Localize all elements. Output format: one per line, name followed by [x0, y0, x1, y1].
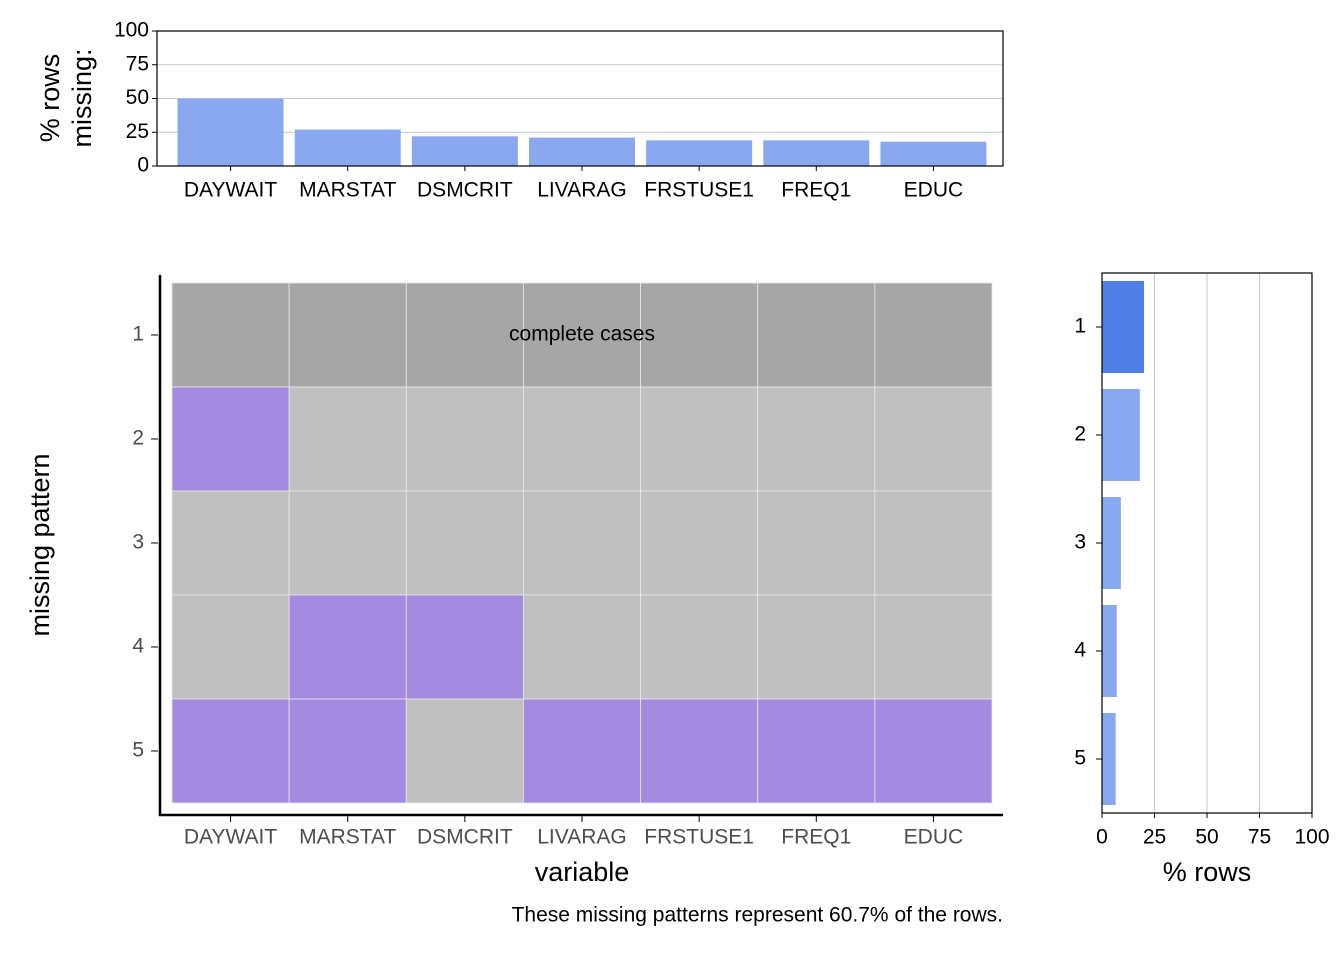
- heatmap-cell: [171, 594, 290, 700]
- heatmap-cell: [757, 594, 876, 700]
- heatmap-cell: [288, 698, 407, 804]
- heatmap-cell: [171, 282, 290, 388]
- heatmap-cell: [171, 698, 290, 804]
- x-axis-label: variable: [535, 857, 630, 887]
- bar: [763, 140, 870, 166]
- x-tick-label: 75: [1248, 826, 1271, 849]
- heatmap-cell: [405, 698, 524, 804]
- bar: [529, 137, 635, 166]
- heatmap-cell: [757, 698, 876, 804]
- bar: [646, 140, 753, 166]
- bar: [1102, 281, 1144, 373]
- heatmap-cell: [523, 698, 641, 804]
- bar: [1102, 389, 1140, 481]
- y-tick-label: 3: [132, 531, 144, 554]
- heatmap-cell: [523, 594, 641, 700]
- bar: [1102, 605, 1117, 697]
- x-tick-label: 100: [1294, 826, 1329, 849]
- x-tick-label: DSMCRIT: [417, 826, 513, 849]
- heatmap-cell: [640, 386, 759, 492]
- x-tick-label: DAYWAIT: [184, 179, 278, 202]
- x-axis-label: % rows: [1163, 857, 1252, 887]
- heatmap-cell: [288, 282, 407, 388]
- x-tick-label: MARSTAT: [299, 179, 396, 202]
- bar: [411, 136, 518, 166]
- heatmap-cell: [288, 386, 407, 492]
- heatmap-cell: [874, 698, 993, 804]
- heatmap-cell: [640, 698, 759, 804]
- heatmap-cell: [640, 490, 759, 596]
- x-tick-label: 25: [1143, 826, 1166, 849]
- x-tick-label: DSMCRIT: [417, 179, 513, 202]
- heatmap-cell: [640, 594, 759, 700]
- y-tick-label: 25: [126, 120, 149, 143]
- heatmap-cell: [874, 594, 993, 700]
- bar: [177, 98, 284, 166]
- y-tick-label: 1: [1074, 315, 1086, 338]
- x-tick-label: FRSTUSE1: [644, 826, 754, 849]
- heatmap-cell: [405, 594, 524, 700]
- heatmap-cell: [288, 490, 407, 596]
- heatmap-cell: [405, 490, 524, 596]
- heatmap-cell: [874, 386, 993, 492]
- annotation: complete cases: [509, 323, 655, 346]
- x-tick-label: 50: [1195, 826, 1218, 849]
- x-tick-label: LIVARAG: [537, 826, 626, 849]
- heatmap-cell: [874, 490, 993, 596]
- bar: [294, 129, 401, 166]
- y-tick-label: 2: [1074, 423, 1086, 446]
- x-tick-label: EDUC: [904, 826, 964, 849]
- y-tick-label: 0: [137, 154, 149, 177]
- y-tick-label: 3: [1074, 531, 1086, 554]
- heatmap-cell: [874, 282, 993, 388]
- heatmap-cell: [171, 386, 290, 492]
- x-tick-label: 0: [1096, 826, 1108, 849]
- y-tick-label: 2: [132, 427, 144, 450]
- x-tick-label: LIVARAG: [537, 179, 626, 202]
- heatmap-cell: [171, 490, 290, 596]
- y-tick-label: 4: [1074, 639, 1086, 662]
- y-tick-label: 75: [126, 52, 149, 75]
- y-axis-label: missing pattern: [25, 453, 55, 636]
- heatmap-cell: [757, 282, 876, 388]
- y-tick-label: 1: [132, 323, 144, 346]
- heatmap-cell: [640, 282, 759, 388]
- bar: [1102, 713, 1116, 805]
- x-tick-label: MARSTAT: [299, 826, 396, 849]
- x-tick-label: FRSTUSE1: [644, 179, 754, 202]
- heatmap-cell: [405, 282, 524, 388]
- y-tick-label: 4: [132, 635, 144, 658]
- y-tick-label: 5: [132, 739, 144, 762]
- y-axis-label: missing:: [67, 48, 97, 147]
- bar: [880, 141, 987, 166]
- heatmap-cell: [523, 490, 641, 596]
- y-axis-label: % rows: [35, 54, 65, 143]
- plot-border: [156, 30, 1004, 167]
- x-tick-label: FREQ1: [781, 179, 851, 202]
- x-tick-label: FREQ1: [781, 826, 851, 849]
- x-tick-label: DAYWAIT: [184, 826, 278, 849]
- heatmap-cell: [405, 386, 524, 492]
- bar: [1102, 497, 1121, 589]
- heatmap-cell: [523, 282, 641, 388]
- heatmap-cell: [757, 386, 876, 492]
- heatmap-cell: [523, 386, 641, 492]
- y-tick-label: 100: [114, 19, 149, 42]
- heatmap-cell: [757, 490, 876, 596]
- caption: These missing patterns represent 60.7% o…: [512, 904, 1003, 927]
- y-tick-label: 50: [126, 86, 149, 109]
- x-tick-label: EDUC: [904, 179, 964, 202]
- plot-border: [1101, 272, 1313, 814]
- heatmap-cell: [288, 594, 407, 700]
- y-tick-label: 5: [1074, 747, 1086, 770]
